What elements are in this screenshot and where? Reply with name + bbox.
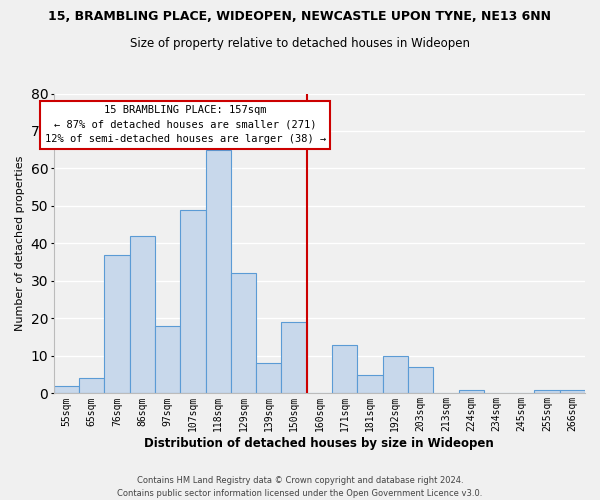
X-axis label: Distribution of detached houses by size in Wideopen: Distribution of detached houses by size … xyxy=(145,437,494,450)
Bar xyxy=(256,364,281,394)
Text: 15, BRAMBLING PLACE, WIDEOPEN, NEWCASTLE UPON TYNE, NE13 6NN: 15, BRAMBLING PLACE, WIDEOPEN, NEWCASTLE… xyxy=(49,10,551,23)
Bar xyxy=(79,378,104,394)
Bar xyxy=(155,326,180,394)
Bar xyxy=(358,374,383,394)
Bar xyxy=(408,367,433,394)
Bar xyxy=(104,254,130,394)
Bar xyxy=(180,210,206,394)
Text: Contains HM Land Registry data © Crown copyright and database right 2024.
Contai: Contains HM Land Registry data © Crown c… xyxy=(118,476,482,498)
Text: 15 BRAMBLING PLACE: 157sqm
← 87% of detached houses are smaller (271)
12% of sem: 15 BRAMBLING PLACE: 157sqm ← 87% of deta… xyxy=(44,104,326,144)
Bar xyxy=(560,390,585,394)
Bar xyxy=(332,344,358,394)
Bar xyxy=(130,236,155,394)
Bar xyxy=(458,390,484,394)
Text: Size of property relative to detached houses in Wideopen: Size of property relative to detached ho… xyxy=(130,38,470,51)
Bar xyxy=(535,390,560,394)
Bar xyxy=(54,386,79,394)
Y-axis label: Number of detached properties: Number of detached properties xyxy=(15,156,25,331)
Bar xyxy=(231,274,256,394)
Bar xyxy=(206,150,231,394)
Bar xyxy=(383,356,408,394)
Bar xyxy=(281,322,307,394)
